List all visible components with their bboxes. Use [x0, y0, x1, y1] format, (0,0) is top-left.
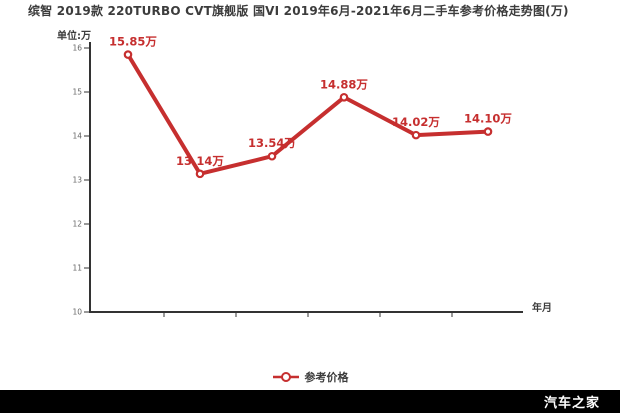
svg-text:15: 15	[72, 88, 82, 97]
svg-text:14.02万: 14.02万	[392, 115, 440, 129]
svg-text:16: 16	[72, 44, 82, 53]
y-axis-unit-label: 单位:万	[57, 29, 91, 42]
svg-text:15.85万: 15.85万	[109, 35, 157, 49]
svg-text:14.10万: 14.10万	[464, 112, 512, 126]
svg-text:10: 10	[72, 308, 82, 317]
brand-logo-text: 汽车之家	[543, 396, 600, 411]
chart-title: 缤智 2019款 220TURBO CVT旗舰版 国VI 2019年6月-202…	[28, 4, 569, 18]
svg-text:13: 13	[72, 176, 82, 185]
svg-text:13.54万: 13.54万	[248, 136, 296, 150]
line-point-legend-marker-icon	[272, 372, 299, 382]
svg-text:14.88万: 14.88万	[320, 77, 368, 91]
legend-item-reference-price[interactable]: 参考价格	[272, 369, 349, 385]
svg-text:13.14万: 13.14万	[176, 154, 224, 168]
svg-text:14: 14	[72, 132, 82, 141]
x-axis-label: 年月	[532, 301, 552, 314]
plot-layer: 16 15 14 13 12 11 10 15.85万 13.14万 13.54万 14.88万 14…	[72, 35, 512, 317]
legend-label: 参考价格	[304, 371, 349, 384]
chart-legend: 参考价格	[0, 369, 620, 385]
svg-text:11: 11	[72, 264, 82, 273]
svg-text:12: 12	[72, 220, 82, 229]
footer-bar: 汽车之家	[0, 390, 620, 413]
